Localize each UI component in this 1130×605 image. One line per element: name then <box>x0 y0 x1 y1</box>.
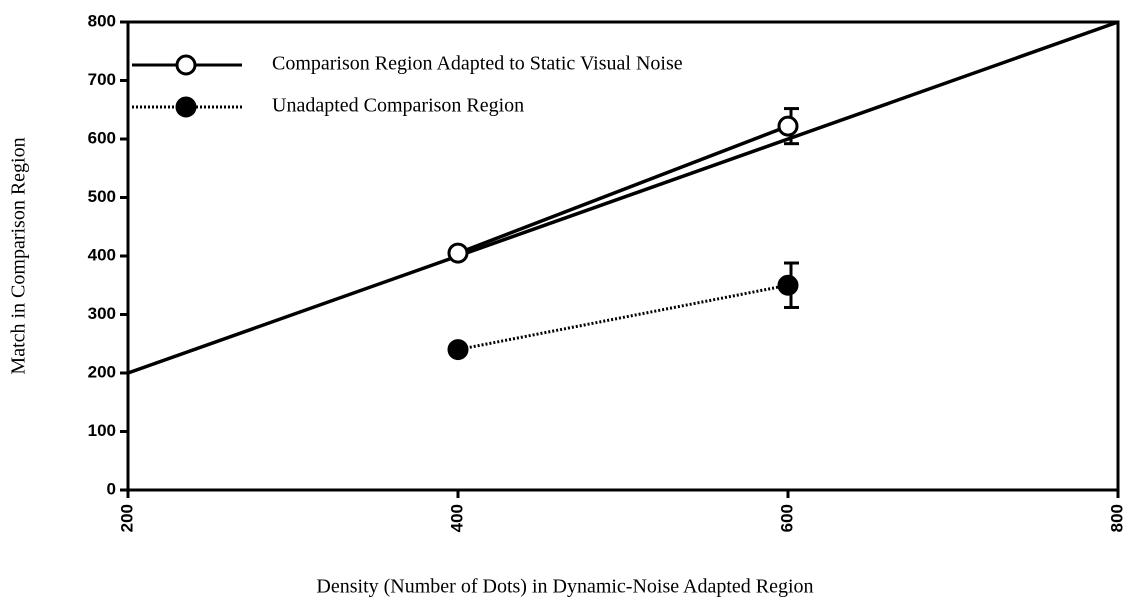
x-tick-label: 400 <box>447 504 466 532</box>
x-axis-title: Density (Number of Dots) in Dynamic-Nois… <box>316 576 813 598</box>
y-tick-label: 600 <box>88 128 116 147</box>
legend-label: Comparison Region Adapted to Static Visu… <box>272 53 683 75</box>
y-tick-label: 400 <box>88 245 116 264</box>
y-tick-label: 0 <box>107 479 116 498</box>
y-tick-label: 300 <box>88 304 116 323</box>
legend-label: Unadapted Comparison Region <box>272 95 524 117</box>
y-tick-label: 100 <box>88 421 116 440</box>
marker <box>447 339 469 361</box>
y-tick-label: 500 <box>88 187 116 206</box>
y-axis-title: Match in Comparison Region <box>8 137 30 374</box>
x-tick-label: 200 <box>117 504 136 532</box>
y-tick-label: 200 <box>88 362 116 381</box>
x-tick-label: 600 <box>777 504 796 532</box>
identity-line <box>127 20 1119 375</box>
series-line <box>457 124 789 255</box>
y-tick-label: 700 <box>88 70 116 89</box>
plot-frame <box>126 20 1120 492</box>
marker <box>777 115 799 137</box>
series-line <box>457 283 789 352</box>
marker <box>447 242 469 264</box>
x-tick-label: 800 <box>1107 504 1126 532</box>
legend-marker <box>175 96 197 118</box>
legend-marker <box>175 54 197 76</box>
marker <box>777 274 799 296</box>
y-tick-label: 800 <box>88 11 116 30</box>
